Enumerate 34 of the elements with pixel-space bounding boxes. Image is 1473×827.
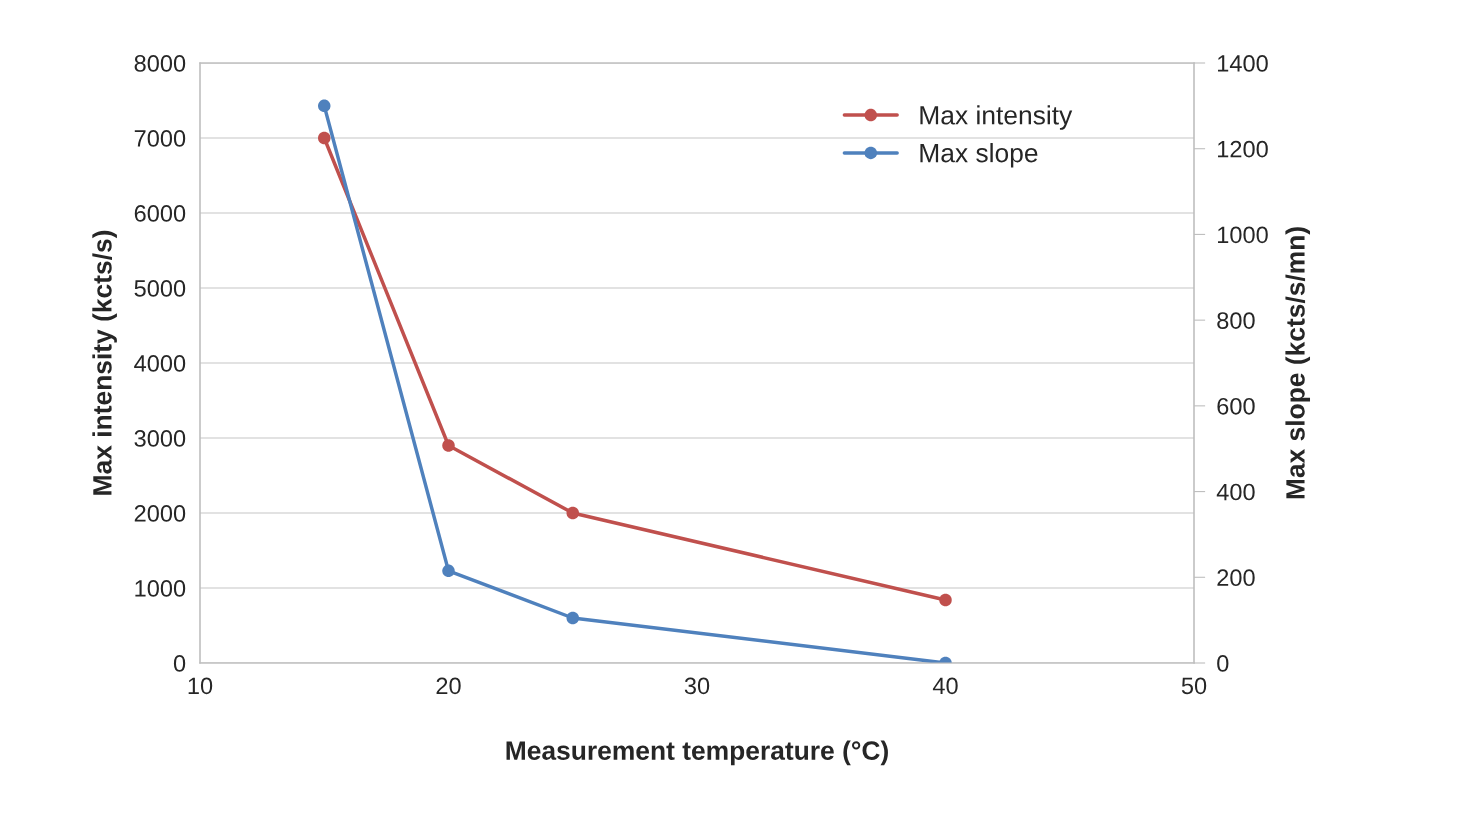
x-tick-label: 20 xyxy=(436,677,461,695)
y2-tick-label: 1200 xyxy=(1218,140,1268,158)
point xyxy=(442,439,455,452)
y-tick-label: 7000 xyxy=(134,130,186,147)
point xyxy=(442,564,455,578)
y-tick-label: 5000 xyxy=(134,280,186,297)
y-tick-label: 2000 xyxy=(134,505,186,522)
x-tick-label: 40 xyxy=(932,677,958,695)
y2-tick-label: 800 xyxy=(1217,312,1255,329)
y-tick-label: 6000 xyxy=(134,205,186,222)
y-axis-title: Max intensity (kcts/s) xyxy=(92,230,117,495)
y2-tick-label: 400 xyxy=(1216,483,1255,501)
y-tick-label: 0 xyxy=(173,655,186,672)
y2-tick-label: 200 xyxy=(1217,569,1255,587)
point xyxy=(566,611,579,625)
x-tick-label: 30 xyxy=(684,677,710,695)
y2-axis-title: Max slope (kcts/s/mn) xyxy=(1285,227,1311,499)
x-tick-label: 10 xyxy=(188,677,213,695)
x-axis-title: Measurement temperature (°C) xyxy=(506,740,888,766)
y2-tick-label: 0 xyxy=(1217,655,1229,672)
point xyxy=(939,593,952,607)
x-tick-label: 50 xyxy=(1181,677,1207,695)
point xyxy=(566,506,579,520)
y-tick-label: 8000 xyxy=(134,55,186,72)
legend-label: Max slope xyxy=(920,143,1038,168)
point xyxy=(318,99,331,113)
y2-tick-label: 600 xyxy=(1217,397,1255,415)
legend-label: Max intensity xyxy=(920,105,1073,130)
y2-tick-label: 1000 xyxy=(1218,226,1268,244)
y-tick-label: 4000 xyxy=(134,355,186,372)
y2-tick-label: 1400 xyxy=(1218,55,1268,72)
y-tick-label: 3000 xyxy=(134,430,186,447)
point xyxy=(318,131,331,145)
y-tick-label: 1000 xyxy=(135,580,186,597)
